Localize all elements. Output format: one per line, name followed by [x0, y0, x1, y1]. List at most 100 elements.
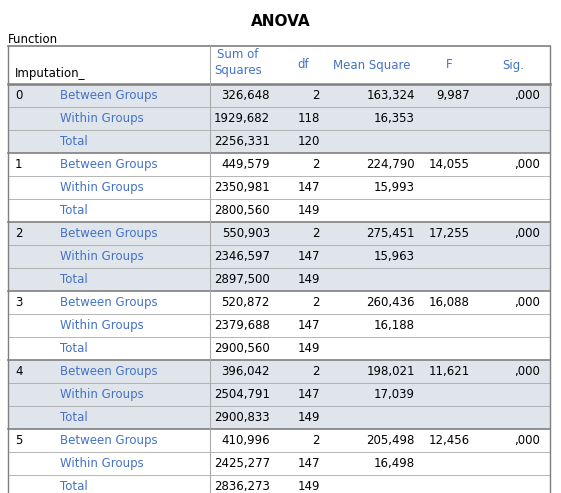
- Text: Between Groups: Between Groups: [60, 158, 158, 171]
- Bar: [8, 429, 550, 452]
- Text: Total: Total: [60, 480, 88, 493]
- Text: Total: Total: [60, 204, 88, 217]
- Text: 224,790: 224,790: [366, 158, 415, 171]
- Text: Function: Function: [8, 33, 58, 46]
- Text: 4: 4: [15, 365, 22, 378]
- Text: 2350,981: 2350,981: [214, 181, 270, 194]
- Text: 149: 149: [297, 411, 320, 424]
- Text: 9,987: 9,987: [436, 89, 470, 102]
- Text: 163,324: 163,324: [366, 89, 415, 102]
- Text: Between Groups: Between Groups: [60, 434, 158, 447]
- Text: 147: 147: [297, 319, 320, 332]
- Text: Between Groups: Between Groups: [60, 227, 158, 240]
- Text: 449,579: 449,579: [222, 158, 270, 171]
- Text: 3: 3: [15, 296, 22, 309]
- Text: 2: 2: [312, 227, 320, 240]
- Text: Mean Square: Mean Square: [333, 59, 411, 71]
- Bar: [8, 245, 550, 268]
- Text: 149: 149: [297, 273, 320, 286]
- Text: ,000: ,000: [514, 434, 540, 447]
- Text: 2: 2: [312, 89, 320, 102]
- Bar: [8, 406, 550, 429]
- Bar: [8, 46, 550, 84]
- Text: 16,353: 16,353: [374, 112, 415, 125]
- Text: Between Groups: Between Groups: [60, 89, 158, 102]
- Bar: [8, 383, 550, 406]
- Text: 15,993: 15,993: [374, 181, 415, 194]
- Text: 2425,277: 2425,277: [214, 457, 270, 470]
- Text: 147: 147: [297, 181, 320, 194]
- Text: 120: 120: [298, 135, 320, 148]
- Text: 12,456: 12,456: [429, 434, 470, 447]
- Text: 149: 149: [297, 342, 320, 355]
- Bar: [8, 222, 550, 245]
- Text: Between Groups: Between Groups: [60, 365, 158, 378]
- Text: 5: 5: [15, 434, 22, 447]
- Bar: [8, 176, 550, 199]
- Bar: [8, 84, 550, 107]
- Bar: [8, 314, 550, 337]
- Bar: [8, 452, 550, 475]
- Text: df: df: [297, 59, 309, 71]
- Text: 149: 149: [297, 204, 320, 217]
- Bar: [8, 291, 550, 314]
- Text: Within Groups: Within Groups: [60, 112, 144, 125]
- Text: 17,039: 17,039: [374, 388, 415, 401]
- Bar: [8, 130, 550, 153]
- Bar: [8, 475, 550, 493]
- Text: 2504,791: 2504,791: [214, 388, 270, 401]
- Text: Total: Total: [60, 342, 88, 355]
- Bar: [8, 360, 550, 383]
- Text: Between Groups: Between Groups: [60, 296, 158, 309]
- Text: 275,451: 275,451: [366, 227, 415, 240]
- Text: 11,621: 11,621: [429, 365, 470, 378]
- Text: 0: 0: [15, 89, 22, 102]
- Text: 326,648: 326,648: [222, 89, 270, 102]
- Text: 410,996: 410,996: [222, 434, 270, 447]
- Text: 198,021: 198,021: [366, 365, 415, 378]
- Text: 520,872: 520,872: [222, 296, 270, 309]
- Text: 147: 147: [297, 250, 320, 263]
- Text: 2900,560: 2900,560: [214, 342, 270, 355]
- Text: 1: 1: [15, 158, 22, 171]
- Text: Total: Total: [60, 411, 88, 424]
- Text: Within Groups: Within Groups: [60, 319, 144, 332]
- Text: ,000: ,000: [514, 89, 540, 102]
- Text: 2: 2: [312, 296, 320, 309]
- Text: 15,963: 15,963: [374, 250, 415, 263]
- Text: 14,055: 14,055: [429, 158, 470, 171]
- Text: 2379,688: 2379,688: [214, 319, 270, 332]
- Text: 17,255: 17,255: [429, 227, 470, 240]
- Text: 2897,500: 2897,500: [214, 273, 270, 286]
- Text: Sum of
Squares: Sum of Squares: [214, 48, 262, 77]
- Text: ,000: ,000: [514, 365, 540, 378]
- Text: 147: 147: [297, 457, 320, 470]
- Text: 2: 2: [15, 227, 22, 240]
- Text: 16,498: 16,498: [374, 457, 415, 470]
- Text: 2: 2: [312, 434, 320, 447]
- Text: 2346,597: 2346,597: [214, 250, 270, 263]
- Text: 16,188: 16,188: [374, 319, 415, 332]
- Text: Imputation_: Imputation_: [15, 67, 85, 80]
- Text: ,000: ,000: [514, 158, 540, 171]
- Text: Within Groups: Within Groups: [60, 457, 144, 470]
- Bar: [8, 337, 550, 360]
- Text: 149: 149: [297, 480, 320, 493]
- Bar: [8, 153, 550, 176]
- Bar: [8, 107, 550, 130]
- Text: Total: Total: [60, 273, 88, 286]
- Text: 2256,331: 2256,331: [214, 135, 270, 148]
- Text: ,000: ,000: [514, 227, 540, 240]
- Text: Within Groups: Within Groups: [60, 250, 144, 263]
- Text: F: F: [445, 59, 452, 71]
- Text: 16,088: 16,088: [429, 296, 470, 309]
- Text: 118: 118: [298, 112, 320, 125]
- Bar: [8, 199, 550, 222]
- Text: 2900,833: 2900,833: [214, 411, 270, 424]
- Text: 147: 147: [297, 388, 320, 401]
- Text: ,000: ,000: [514, 296, 540, 309]
- Text: 260,436: 260,436: [366, 296, 415, 309]
- Text: Within Groups: Within Groups: [60, 181, 144, 194]
- Text: ANOVA: ANOVA: [251, 14, 310, 29]
- Text: 2800,560: 2800,560: [214, 204, 270, 217]
